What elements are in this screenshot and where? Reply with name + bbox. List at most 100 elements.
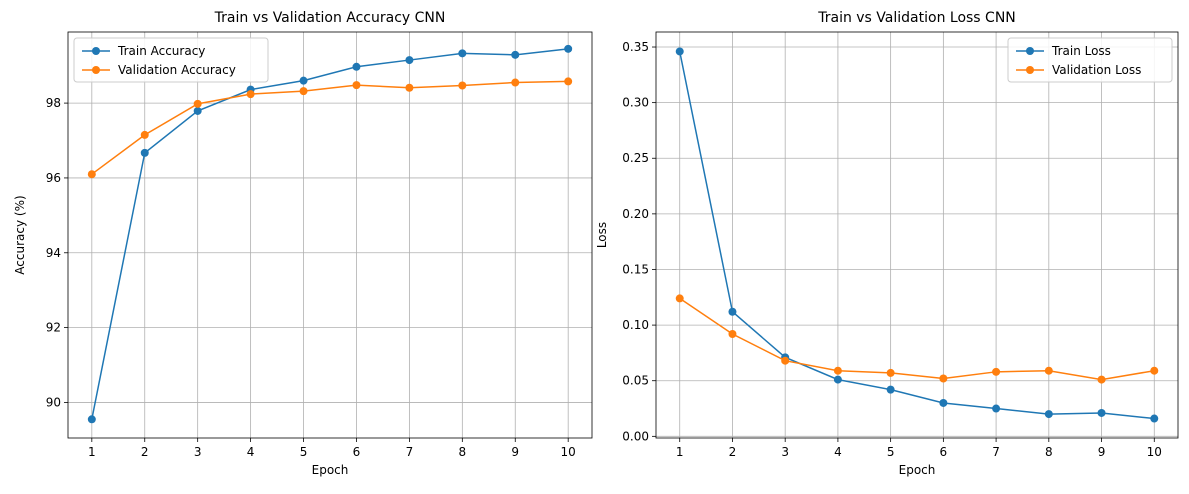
data-point <box>675 294 684 303</box>
data-point <box>833 366 842 375</box>
data-point <box>1044 410 1053 419</box>
data-point <box>886 368 895 377</box>
legend-marker <box>92 47 100 55</box>
legend: Train Loss Validation Loss <box>1007 37 1173 83</box>
data-point <box>511 78 520 87</box>
x-tick-label: 10 <box>1147 445 1162 459</box>
x-tick-label: 8 <box>1045 445 1053 459</box>
data-point <box>1150 414 1159 423</box>
legend: Train Accuracy Validation Accuracy <box>73 37 269 83</box>
y-tick-label: 92 <box>46 321 61 335</box>
data-point <box>140 148 149 157</box>
data-point <box>564 44 573 53</box>
series-train <box>675 47 1159 423</box>
plot-frame <box>67 31 593 439</box>
x-axis-label: Epoch <box>312 463 349 477</box>
data-point <box>405 83 414 92</box>
data-point <box>564 77 573 86</box>
y-tick-label: 94 <box>46 246 61 260</box>
legend-marker <box>1026 66 1034 74</box>
y-tick-label: 0.05 <box>622 374 649 388</box>
y-tick-label: 98 <box>46 96 61 110</box>
y-tick-label: 96 <box>46 171 61 185</box>
accuracy-chart: 1 2 3 4 5 6 7 8 9 10 90 92 94 96 98 Train vs Validation… <box>13 10 593 477</box>
data-point <box>458 49 467 58</box>
data-point <box>299 87 308 96</box>
x-tick-label: 10 <box>561 445 576 459</box>
data-point <box>405 56 414 65</box>
x-tick-label: 5 <box>887 445 895 459</box>
data-point <box>246 90 255 99</box>
series-line <box>91 48 569 420</box>
data-point <box>299 76 308 85</box>
x-tick-label: 4 <box>834 445 842 459</box>
x-tick-label: 3 <box>781 445 789 459</box>
x-tick-label: 1 <box>676 445 684 459</box>
x-tick-label: 9 <box>1098 445 1106 459</box>
y-tick-label: 0.35 <box>622 40 649 54</box>
data-point <box>140 130 149 139</box>
data-point <box>1097 408 1106 417</box>
data-point <box>992 404 1001 413</box>
x-tick-label: 3 <box>194 445 202 459</box>
x-tick-label: 2 <box>141 445 149 459</box>
legend-label: Validation Accuracy <box>118 63 236 77</box>
y-axis-label: Loss <box>595 222 609 248</box>
series-line <box>679 297 1155 381</box>
legend-box <box>73 37 269 83</box>
x-tick-label: 9 <box>511 445 519 459</box>
y-tick-label: 0.00 <box>622 429 649 443</box>
loss-chart: 1 2 3 4 5 6 7 8 9 10 0.00 0.05 0.10 0.15 0.20 0.25 0.30 0… <box>595 10 1179 477</box>
data-point <box>1150 366 1159 375</box>
series-line <box>678 51 1155 420</box>
x-tick-label: 4 <box>247 445 255 459</box>
x-tick-label: 7 <box>406 445 414 459</box>
data-point <box>1044 366 1053 375</box>
y-tick-label: 0.10 <box>622 318 649 332</box>
y-tick-label: 90 <box>46 395 61 409</box>
data-point <box>193 106 202 115</box>
series-validation <box>675 294 1159 384</box>
y-tick-label: 0.20 <box>622 207 649 221</box>
legend-label: Train Loss <box>1051 44 1111 58</box>
data-point <box>992 367 1001 376</box>
grid <box>656 32 1178 438</box>
data-point <box>728 307 737 316</box>
x-tick-label: 8 <box>459 445 467 459</box>
x-tick-label: 1 <box>88 445 96 459</box>
y-tick-label: 0.25 <box>622 151 649 165</box>
data-point <box>675 47 684 56</box>
x-axis-label: Epoch <box>899 463 936 477</box>
chart-title: Train vs Validation Accuracy CNN <box>214 10 446 26</box>
y-axis-label: Accuracy (%) <box>13 195 27 274</box>
data-point <box>352 62 361 71</box>
data-point <box>833 375 842 384</box>
data-point <box>458 81 467 90</box>
data-point <box>193 99 202 108</box>
y-tick-label: 0.30 <box>622 96 649 110</box>
data-point <box>939 398 948 407</box>
data-point <box>886 385 895 394</box>
legend-box <box>1007 37 1173 83</box>
legend-label: Train Accuracy <box>117 44 205 58</box>
series-train <box>87 44 573 424</box>
x-tick-label: 7 <box>992 445 1000 459</box>
legend-marker <box>1026 47 1034 55</box>
data-point <box>939 374 948 383</box>
x-tick-label: 5 <box>300 445 308 459</box>
grid <box>68 32 592 438</box>
series-validation <box>87 77 573 179</box>
data-point <box>1097 375 1106 384</box>
chart-title: Train vs Validation Loss CNN <box>817 10 1016 26</box>
data-point <box>728 329 737 338</box>
x-tick-label: 6 <box>353 445 361 459</box>
data-point <box>352 81 361 90</box>
legend-marker <box>92 66 100 74</box>
data-point <box>781 356 790 365</box>
data-point <box>511 50 520 59</box>
legend-label: Validation Loss <box>1052 63 1141 77</box>
y-tick-label: 0.15 <box>622 262 649 276</box>
plot-frame <box>655 31 1179 439</box>
